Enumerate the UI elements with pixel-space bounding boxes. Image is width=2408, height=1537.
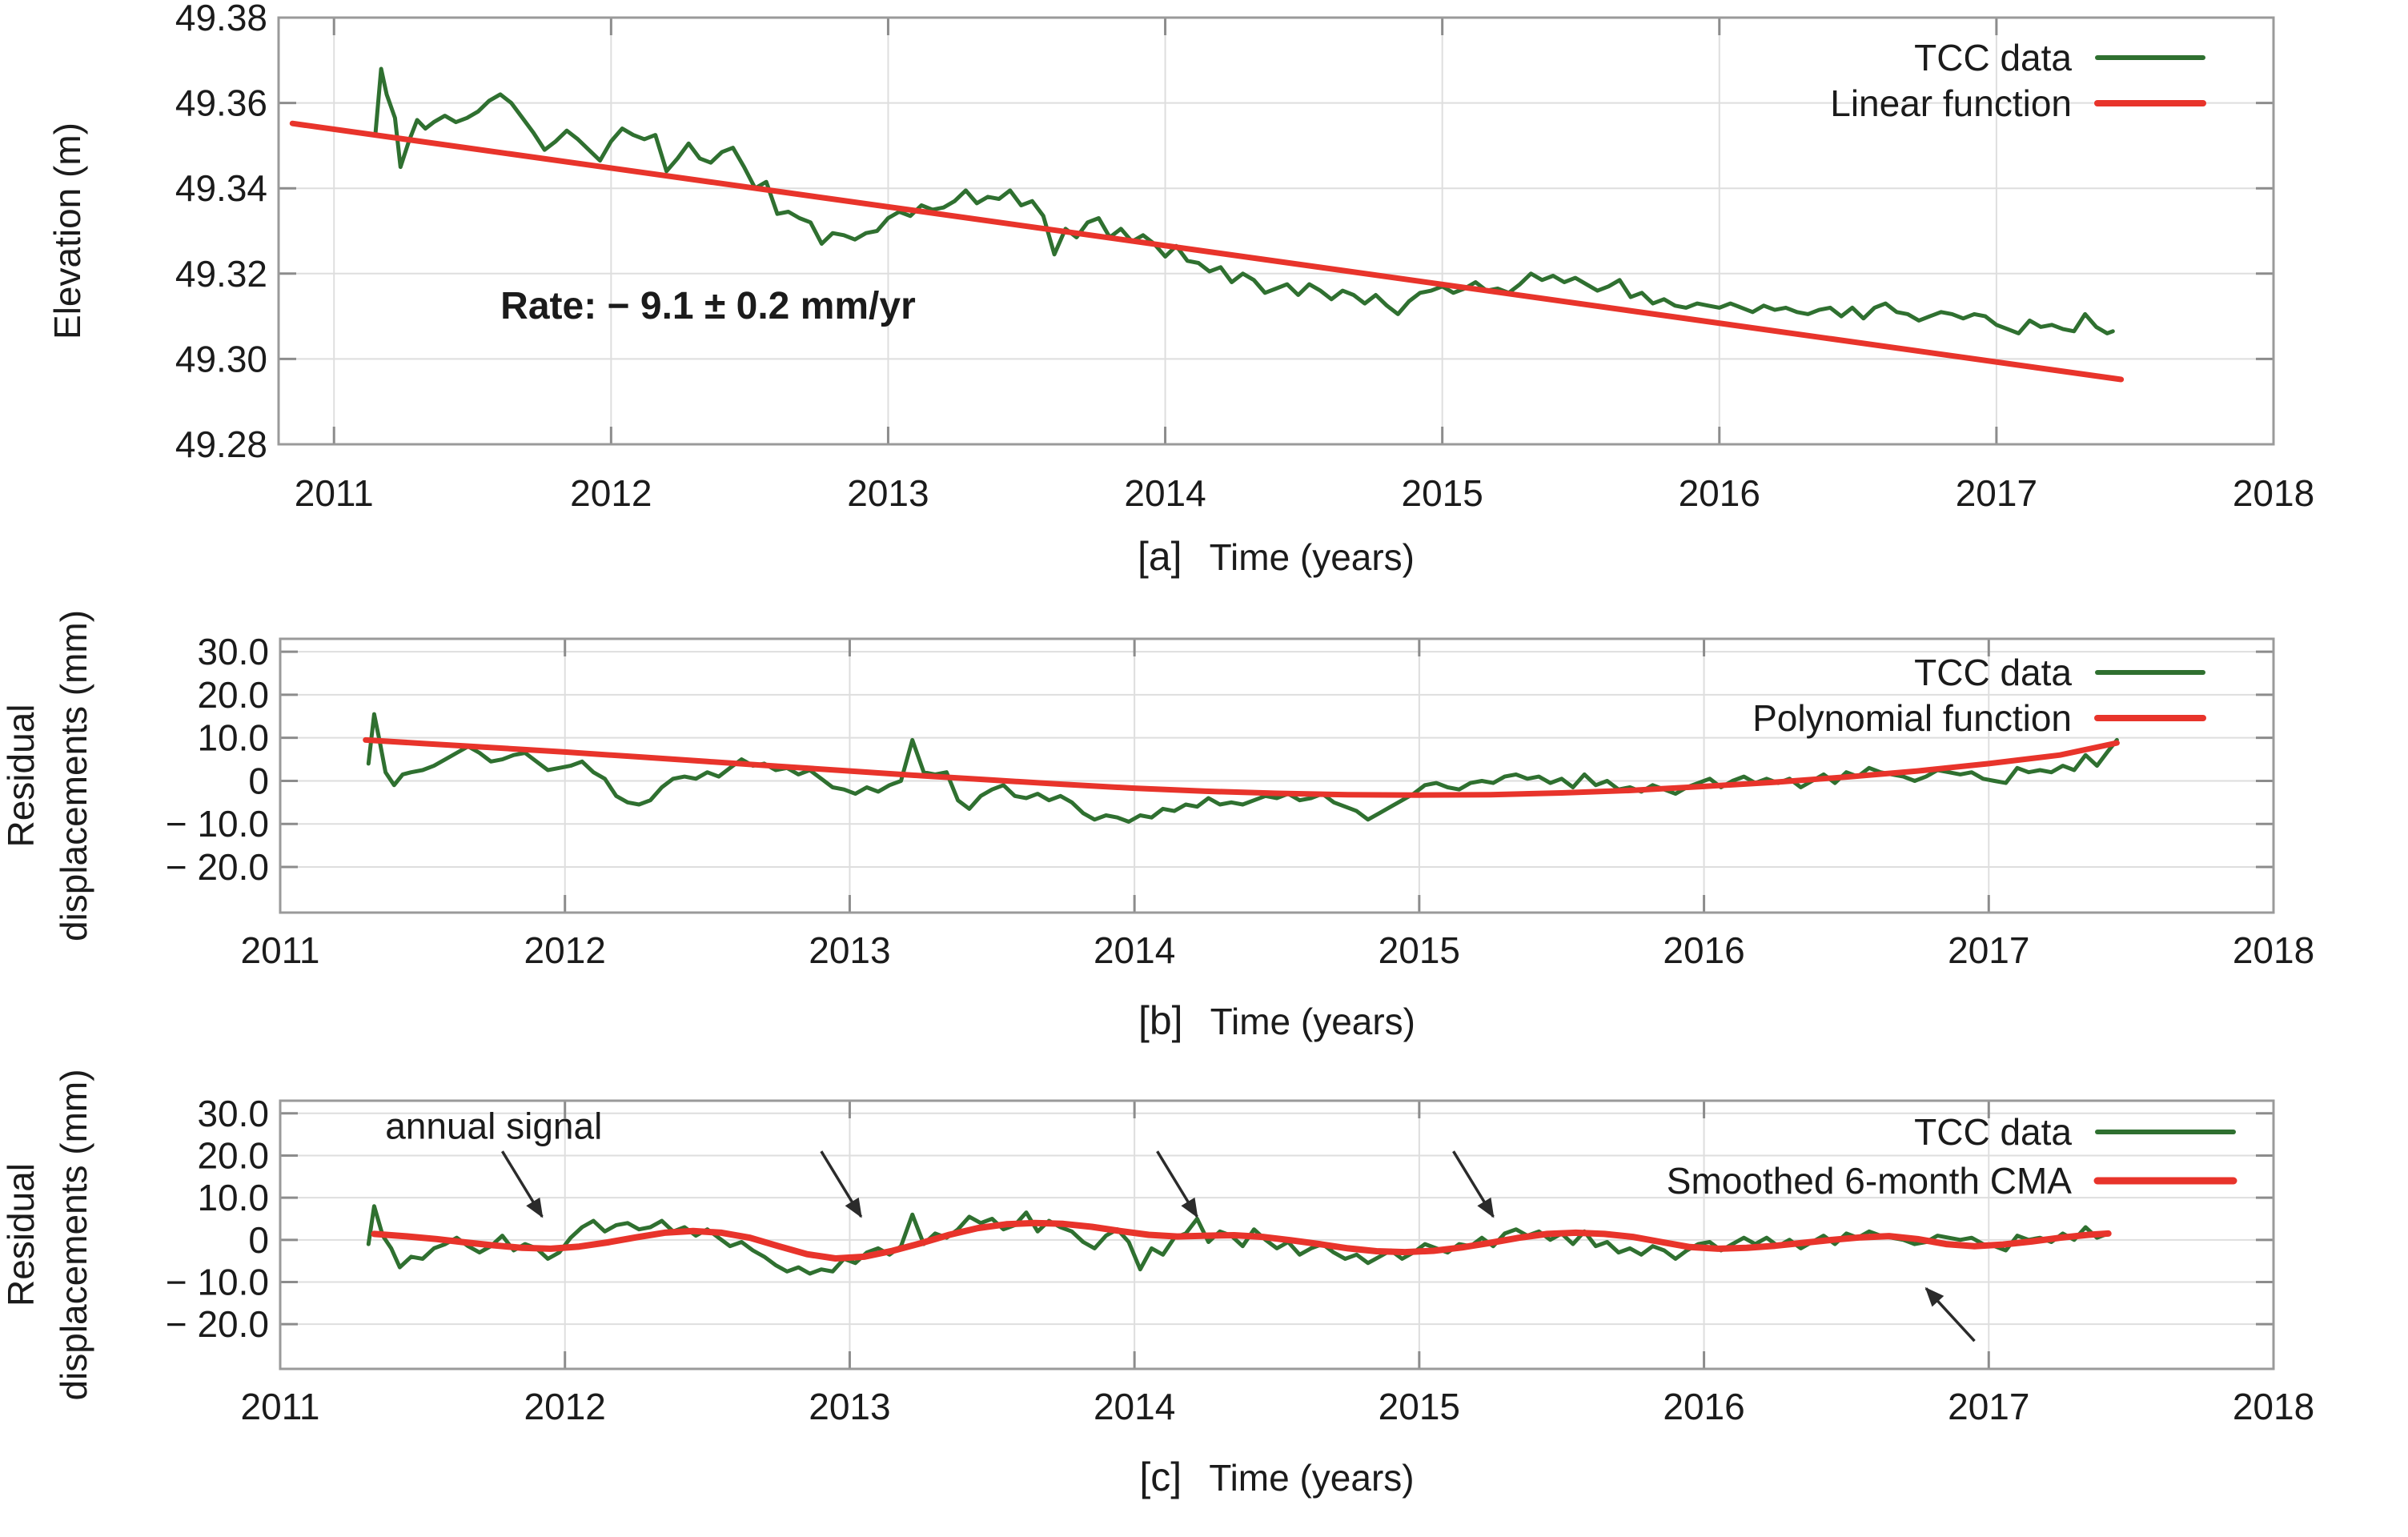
y-tick-label: − 10.0 [166, 803, 269, 845]
panel-caption: [b] Time (years) [1138, 998, 1415, 1043]
x-tick-label: 2017 [1948, 929, 2029, 971]
y-tick-label: 49.36 [175, 82, 267, 124]
y-tick-label: 20.0 [197, 674, 269, 716]
annotation-arrow [1156, 1150, 1198, 1218]
y-axis-label: Residual [0, 1163, 42, 1306]
series-tcc-b [366, 712, 2119, 824]
y-tick-label: − 10.0 [166, 1261, 269, 1302]
x-tick-label: 2018 [2233, 929, 2314, 971]
y-tick-label: 49.34 [175, 167, 267, 209]
plot-frame [279, 637, 2275, 914]
x-tick-label: 2015 [1379, 1386, 1460, 1427]
y-tick-label: 49.28 [175, 423, 267, 465]
legend-label: Polynomial function [1752, 697, 2072, 739]
y-tick-label: − 20.0 [166, 846, 269, 888]
panel-caption: [c] Time (years) [1139, 1455, 1414, 1499]
x-tick-label: 2012 [524, 1386, 606, 1427]
x-tick-label: 2014 [1124, 472, 1206, 514]
y-axis-label: Residual [0, 704, 42, 848]
x-tick-label: 2011 [295, 472, 374, 514]
plot-frame [279, 1099, 2275, 1370]
y-tick-label: − 20.0 [166, 1303, 269, 1345]
annotation-arrow [500, 1150, 544, 1218]
panel-b: 2011 2012 2013 2014 2015 2016 2017 2018 30.020.0… [0, 610, 2314, 1043]
panel-caption: [a] Time (years) [1138, 534, 1415, 579]
annotation-arrow [1924, 1286, 1976, 1342]
x-tick-label: 2018 [2233, 1386, 2314, 1427]
y-tick-label: 49.38 [175, 0, 267, 38]
x-tick-label: 2018 [2233, 472, 2314, 514]
x-tick-label: 2011 [241, 1386, 320, 1427]
x-tick-label: 2016 [1663, 929, 1744, 971]
legend-label: TCC data [1914, 37, 2072, 78]
y-tick-label: 30.0 [197, 631, 269, 672]
y-axis-label: displacements (mm) [53, 1069, 94, 1400]
annotation-arrow [1452, 1150, 1495, 1218]
x-tick-label: 2014 [1094, 1386, 1175, 1427]
series-fit-a [289, 120, 2125, 383]
plot-frame [277, 16, 2275, 446]
x-tick-label: 2015 [1379, 929, 1460, 971]
panel-c: 2011 2012 2013 2014 2015 2016 2017 2018 30.020.0… [0, 1069, 2314, 1499]
y-tick-label: 49.30 [175, 338, 267, 379]
annotation-arrow [820, 1150, 863, 1218]
y-tick-label: 20.0 [197, 1134, 269, 1176]
y-tick-label: 0 [248, 1219, 269, 1261]
y-tick-label: 10.0 [197, 1177, 269, 1218]
x-tick-label: 2017 [1948, 1386, 2029, 1427]
y-axis-label: displacements (mm) [53, 610, 94, 941]
x-tick-label: 2014 [1094, 929, 1175, 971]
x-tick-label: 2016 [1679, 472, 1760, 514]
x-tick-label: 2012 [524, 929, 606, 971]
legend-label: Linear function [1830, 82, 2072, 124]
y-tick-label: 49.32 [175, 253, 267, 295]
x-tick-label: 2013 [809, 1386, 890, 1427]
annotation-text: annual signal [385, 1105, 602, 1146]
x-tick-label: 2011 [241, 929, 320, 971]
y-tick-label: 10.0 [197, 717, 269, 759]
x-tick-label: 2013 [847, 472, 929, 514]
y-tick-label: 30.0 [197, 1093, 269, 1134]
series-tcc-a [373, 66, 2115, 335]
series-fit-b [363, 736, 2120, 798]
annotation-text: Rate: − 9.1 ± 0.2 mm/yr [500, 285, 916, 327]
legend-label: TCC data [1914, 652, 2072, 693]
panel-a: 2011 2012 2013 2014 2015 2016 2017 2018 49.38 49.… [46, 0, 2314, 579]
legend-label: TCC data [1914, 1111, 2072, 1153]
legend-label: Smoothed 6-month CMA [1667, 1160, 2073, 1202]
x-tick-label: 2016 [1663, 1386, 1744, 1427]
x-tick-label: 2012 [570, 472, 652, 514]
x-tick-label: 2015 [1401, 472, 1483, 514]
y-axis-label: Elevation (m) [46, 122, 88, 339]
x-tick-label: 2013 [809, 929, 890, 971]
x-tick-label: 2017 [1956, 472, 2037, 514]
y-tick-label: 0 [248, 760, 269, 801]
series-fit-c [371, 1219, 2112, 1262]
